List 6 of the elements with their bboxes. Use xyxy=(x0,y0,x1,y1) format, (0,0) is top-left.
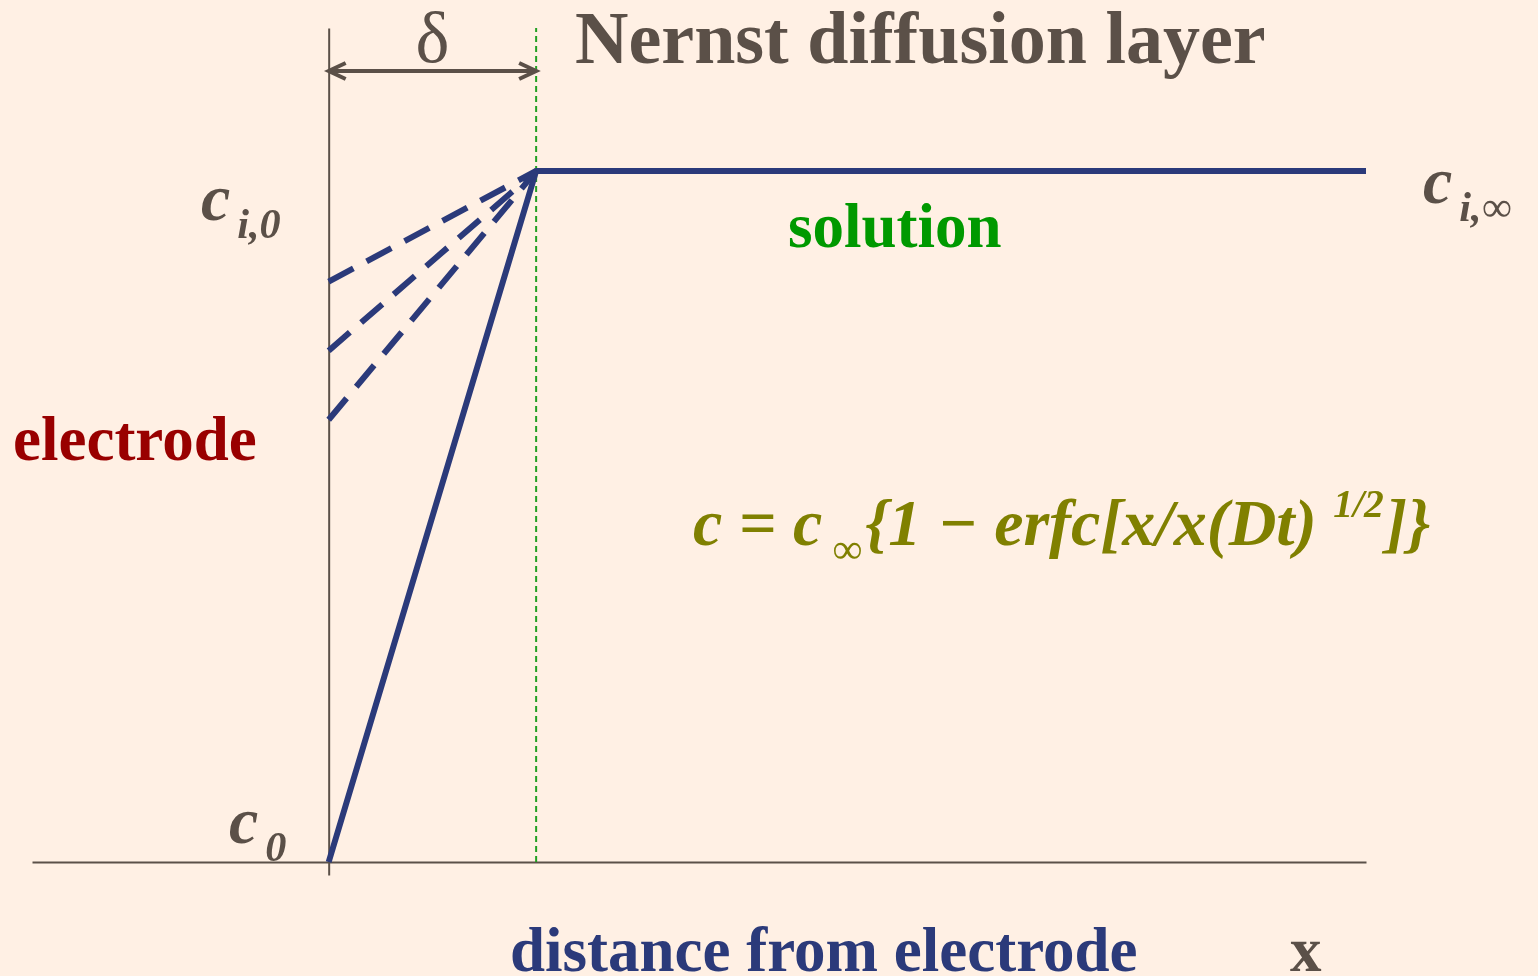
x-axis-title: distance from electrode xyxy=(510,915,1138,976)
annotation: electrode xyxy=(13,404,257,474)
text: x xyxy=(1290,915,1322,976)
chart-title: Nernst diffusion layer xyxy=(575,0,1266,79)
text: δ xyxy=(415,0,450,78)
annotation: solution xyxy=(788,191,1002,261)
